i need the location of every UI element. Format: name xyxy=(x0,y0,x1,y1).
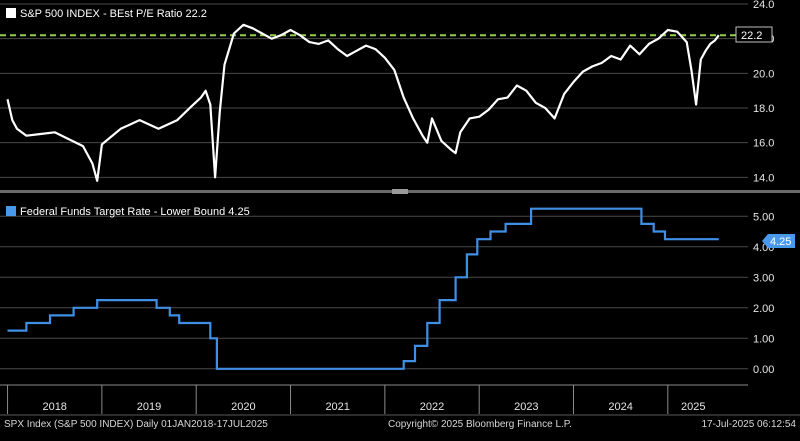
pe-last-value-tag: 22.2 xyxy=(735,26,773,43)
pe-y-tick-label: 18.0 xyxy=(753,103,774,115)
x-year-label: 2024 xyxy=(608,401,632,413)
fed-y-axis-ticks: 5.004.003.002.001.000.00 xyxy=(753,211,774,375)
fed-last-value-tag-bg xyxy=(762,234,795,248)
pe-y-tick-label: 16.0 xyxy=(753,138,774,150)
fed-legend-swatch xyxy=(6,206,16,216)
footer-timestamp: 17-Jul-2025 06:12:54 xyxy=(701,419,796,430)
pe-gridlines xyxy=(0,3,748,178)
pe-legend-label: S&P 500 INDEX - BEst P/E Ratio 22.2 xyxy=(20,8,207,20)
fed-funds-series-line xyxy=(7,207,719,370)
pe-y-tick-label: 14.0 xyxy=(753,172,774,184)
x-year-label: 2023 xyxy=(514,401,538,413)
x-year-label: 2019 xyxy=(137,401,161,413)
fed-gridlines xyxy=(0,215,748,370)
x-year-label: 2018 xyxy=(42,401,66,413)
footer: SPX Index (S&P 500 INDEX) Daily 01JAN201… xyxy=(0,414,800,430)
fed-funds-panel: 5.004.003.002.001.000.00 4.25 Federal Fu… xyxy=(0,206,795,376)
x-year-label: 2025 xyxy=(681,401,705,413)
fed-y-tick-label: 5.00 xyxy=(753,211,774,223)
pe-last-value-tag-text: 22.2 xyxy=(741,30,762,42)
pe-legend: S&P 500 INDEX - BEst P/E Ratio 22.2 xyxy=(6,8,207,20)
fed-last-value-tag: 4.25 xyxy=(762,234,795,248)
fed-y-tick-label: 2.00 xyxy=(753,303,774,315)
x-year-label: 2020 xyxy=(231,401,255,413)
pe-ratio-series-line xyxy=(6,23,720,182)
pe-ratio-panel: 24.022.020.018.016.014.0 22.2 S&P 500 IN… xyxy=(0,0,774,184)
fed-y-tick-label: 0.00 xyxy=(753,364,774,376)
pe-last-value-tag-bg xyxy=(735,26,773,43)
fed-y-tick-label: 1.00 xyxy=(753,333,774,345)
fed-legend-label: Federal Funds Target Rate - Lower Bound … xyxy=(20,206,250,218)
footer-security: SPX Index (S&P 500 INDEX) Daily 01JAN201… xyxy=(4,419,268,430)
panel-divider-handle xyxy=(392,189,408,194)
pe-y-tick-label: 24.0 xyxy=(753,0,774,11)
fed-legend: Federal Funds Target Rate - Lower Bound … xyxy=(6,206,250,218)
fed-last-value-tag-text: 4.25 xyxy=(770,236,791,248)
x-year-label: 2022 xyxy=(420,401,444,413)
fed-y-tick-label: 3.00 xyxy=(753,272,774,284)
x-axis: 2018 2019 2020 2021 2022 2023 2024 2025 xyxy=(0,384,748,414)
x-year-label: 2021 xyxy=(325,401,349,413)
x-axis-ticks: 2018 2019 2020 2021 2022 2023 2024 2025 xyxy=(7,385,706,414)
pe-legend-swatch xyxy=(6,8,16,18)
footer-copyright: Copyright© 2025 Bloomberg Finance L.P. xyxy=(388,419,572,430)
pe-y-tick-label: 20.0 xyxy=(753,68,774,80)
pe-y-axis-ticks: 24.022.020.018.016.014.0 xyxy=(753,0,774,184)
